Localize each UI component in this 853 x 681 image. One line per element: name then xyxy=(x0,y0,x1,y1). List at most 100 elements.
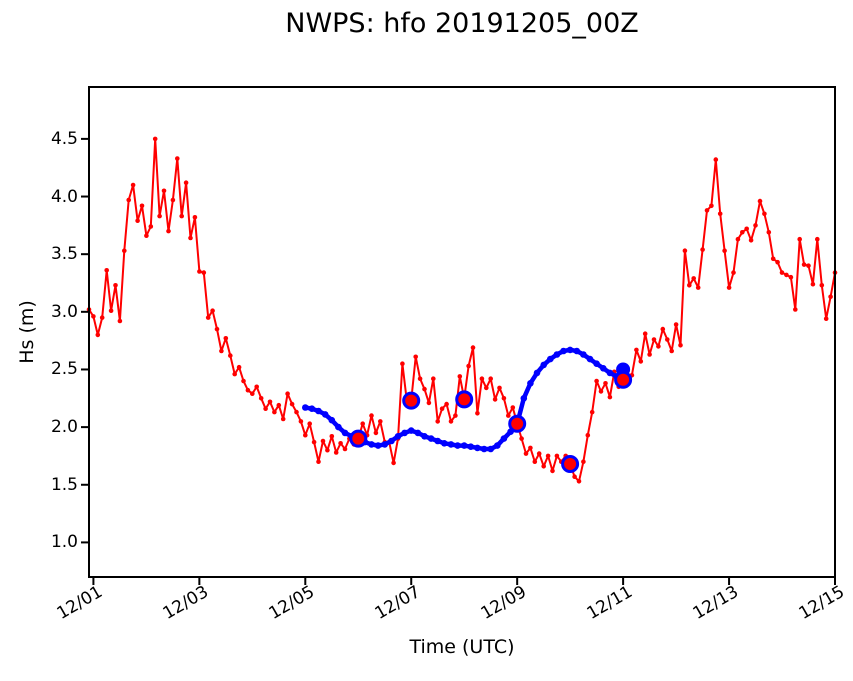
observation-point xyxy=(276,402,282,408)
forecast-point xyxy=(407,427,415,434)
forecast-point xyxy=(401,429,408,437)
observation-point xyxy=(320,438,326,444)
observation-point xyxy=(280,416,286,422)
observation-point xyxy=(444,401,449,407)
observations-line xyxy=(88,137,836,483)
observation-point xyxy=(642,331,648,337)
observation-point xyxy=(431,376,436,382)
matchup-point xyxy=(561,455,580,473)
observation-point xyxy=(731,270,736,275)
observation-point xyxy=(492,397,498,402)
observation-point xyxy=(479,376,485,382)
chart-title: NWPS: hfo 20191205_00Z xyxy=(285,8,639,39)
observation-point xyxy=(823,316,829,322)
forecast-point xyxy=(533,369,541,377)
forecast-point xyxy=(606,369,614,377)
observation-point xyxy=(717,211,723,217)
observation-point xyxy=(700,247,705,252)
observation-point xyxy=(152,136,158,142)
forecast-point xyxy=(500,435,508,442)
observation-point xyxy=(753,223,758,228)
forecast-point xyxy=(447,441,455,448)
observation-point xyxy=(400,361,405,367)
y-tick-label: 2.0 xyxy=(50,417,78,438)
observation-point xyxy=(285,391,290,397)
observation-point xyxy=(810,281,816,287)
observation-point xyxy=(528,445,533,451)
observation-point xyxy=(210,308,215,314)
observation-point xyxy=(161,188,167,194)
observation-point xyxy=(589,409,595,415)
observation-point xyxy=(117,318,123,324)
forecast-point xyxy=(315,407,322,415)
observation-point xyxy=(289,401,295,407)
observation-point xyxy=(775,259,780,265)
forecast-point xyxy=(427,435,435,442)
observation-point xyxy=(333,450,339,455)
observation-point xyxy=(740,230,745,235)
observation-point xyxy=(704,208,710,213)
observation-point xyxy=(784,272,789,278)
observation-point xyxy=(497,385,502,391)
forecast-point xyxy=(321,411,329,418)
observation-point xyxy=(126,197,131,203)
observation-point xyxy=(95,332,101,338)
observation-point xyxy=(139,203,145,209)
observation-point xyxy=(307,421,313,427)
forecast-point xyxy=(480,445,488,453)
observation-point xyxy=(519,436,524,441)
forecast-point xyxy=(527,380,534,387)
observation-point xyxy=(656,344,661,349)
axes-frame xyxy=(88,86,836,578)
observation-point xyxy=(598,389,604,394)
observation-point xyxy=(254,384,259,390)
observation-point xyxy=(651,337,657,342)
observation-point xyxy=(263,406,268,412)
observation-point xyxy=(245,387,251,393)
observation-point xyxy=(148,224,154,229)
observation-point xyxy=(188,235,193,241)
observation-point xyxy=(673,322,679,327)
forecast-point xyxy=(441,440,448,447)
observation-point xyxy=(713,157,719,162)
observation-point xyxy=(439,406,445,412)
observation-point xyxy=(457,374,463,379)
observation-point xyxy=(99,315,105,320)
observation-point xyxy=(236,364,242,370)
observation-point xyxy=(819,283,825,288)
forecast-point xyxy=(341,429,349,437)
observation-point xyxy=(744,226,749,232)
observation-point xyxy=(378,419,383,424)
observation-point xyxy=(197,269,202,274)
observation-point xyxy=(298,419,304,424)
forecast-point xyxy=(460,442,468,449)
observation-point xyxy=(545,453,551,459)
observation-point xyxy=(660,326,666,332)
y-tick-label: 4.5 xyxy=(50,128,78,149)
observation-point xyxy=(130,182,136,188)
observation-point xyxy=(175,156,180,161)
forecast-point xyxy=(374,442,382,449)
observation-point xyxy=(228,353,233,358)
observation-point xyxy=(572,474,577,480)
forecast-point xyxy=(302,404,309,411)
observation-point xyxy=(541,464,546,469)
y-tick-label: 1.0 xyxy=(50,532,78,553)
forecast-point xyxy=(328,416,336,424)
observation-point xyxy=(413,354,419,360)
observation-point xyxy=(214,326,220,332)
observation-point xyxy=(170,197,176,203)
observation-point xyxy=(770,256,776,262)
forecast-point xyxy=(454,442,461,449)
observation-point xyxy=(166,228,171,234)
forecast-point xyxy=(540,361,547,369)
observation-point xyxy=(373,430,379,436)
observation-point xyxy=(510,405,516,410)
observation-point xyxy=(638,359,644,364)
matchup-point xyxy=(508,414,527,433)
observation-point xyxy=(470,345,476,350)
observation-point xyxy=(426,400,432,406)
observation-point xyxy=(669,348,674,354)
observation-point xyxy=(554,453,560,459)
